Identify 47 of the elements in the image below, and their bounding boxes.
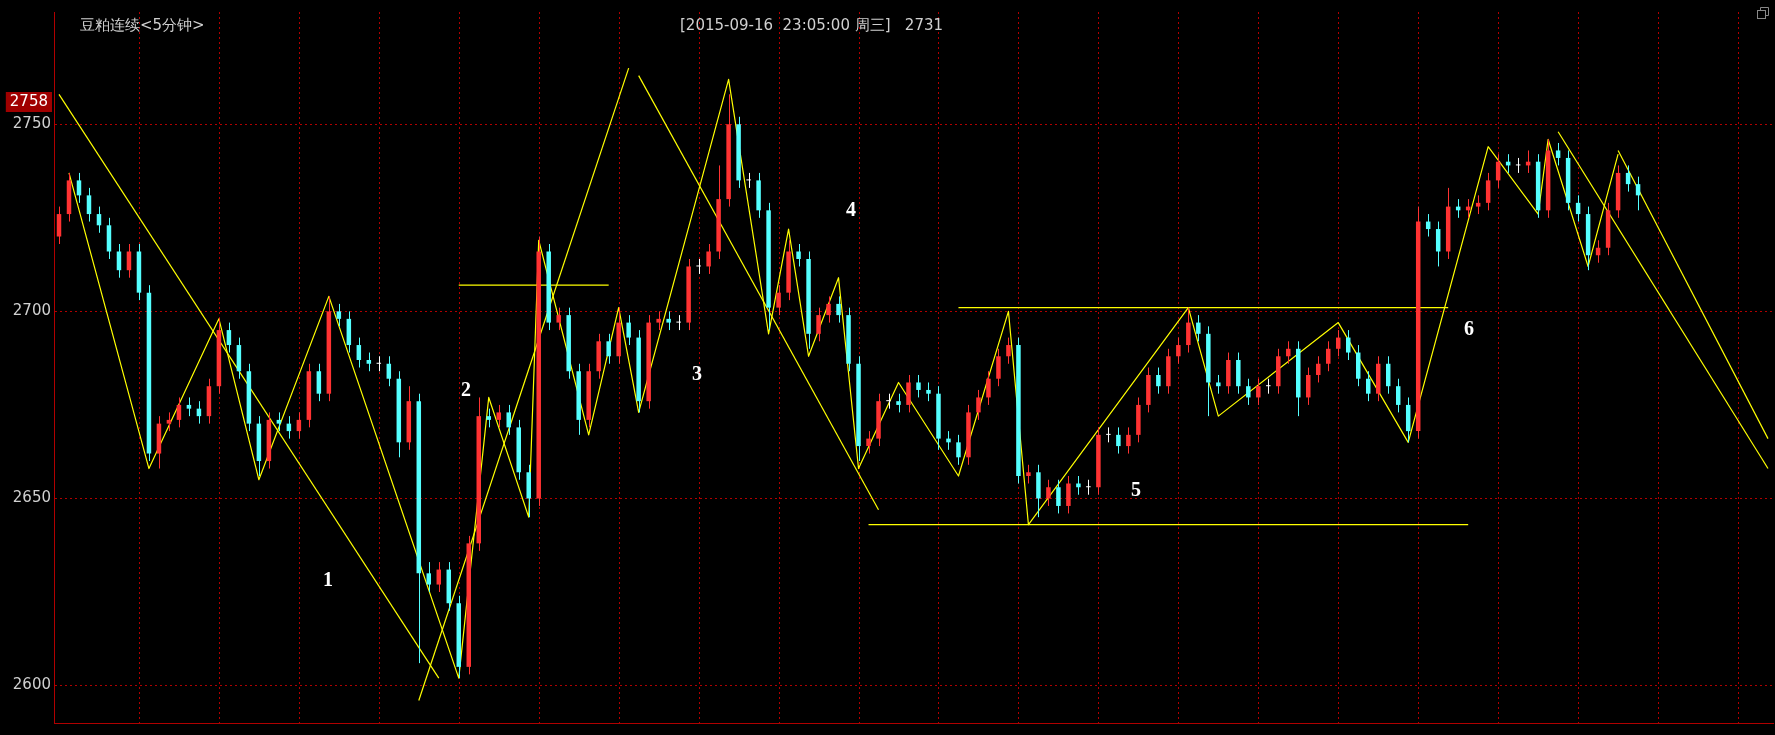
text: 2758 <box>9 91 48 110</box>
y-tick-label: 2650 <box>12 488 51 507</box>
chart-title: 豆粕连续<5分钟> <box>80 16 205 35</box>
candlestick <box>776 284 781 316</box>
candlestick <box>906 374 911 413</box>
candlestick <box>816 307 821 342</box>
annotation: 3 <box>692 362 702 385</box>
candlestick <box>1266 378 1271 395</box>
annotation: 5 <box>1131 478 1141 501</box>
candlestick <box>1056 479 1061 514</box>
candlestick <box>676 314 681 331</box>
candlestick <box>486 408 491 428</box>
candlestick <box>686 258 691 331</box>
candlestick <box>956 434 961 466</box>
candlestick <box>546 243 551 331</box>
candlestick <box>556 307 561 331</box>
chart-subtitle: [2015-09-16 23:05:00 周三] 2731 <box>680 16 944 35</box>
candlestick <box>976 389 981 421</box>
candlestick <box>666 310 671 331</box>
candlestick <box>606 333 611 365</box>
y-tick-label: 2750 <box>12 114 51 133</box>
candlestick <box>656 310 661 331</box>
candlestick <box>1216 374 1221 395</box>
annotation: 1 <box>323 568 333 591</box>
y-tick-label: 2700 <box>12 301 51 320</box>
annotation: 4 <box>846 198 856 221</box>
candlestick <box>696 258 701 275</box>
candlestick <box>626 314 631 346</box>
candlestick <box>706 243 711 275</box>
y-tick-label: 2600 <box>12 675 51 694</box>
candlestick <box>1026 464 1031 485</box>
candlestick <box>506 404 511 436</box>
candlestick <box>996 348 1001 387</box>
annotation: 6 <box>1464 317 1474 340</box>
candlestick <box>916 374 921 398</box>
annotation: 2 <box>461 378 471 401</box>
candlestick <box>496 404 501 428</box>
candlestick <box>926 381 931 402</box>
candlestick <box>746 172 751 189</box>
candlestick <box>786 239 791 301</box>
candlestick <box>886 393 891 410</box>
candlestick <box>1086 479 1091 496</box>
candlestick <box>896 393 901 413</box>
candlestick <box>876 393 881 447</box>
candlestick <box>796 243 801 267</box>
candlestick <box>1326 340 1331 372</box>
candlestick <box>1106 426 1111 443</box>
